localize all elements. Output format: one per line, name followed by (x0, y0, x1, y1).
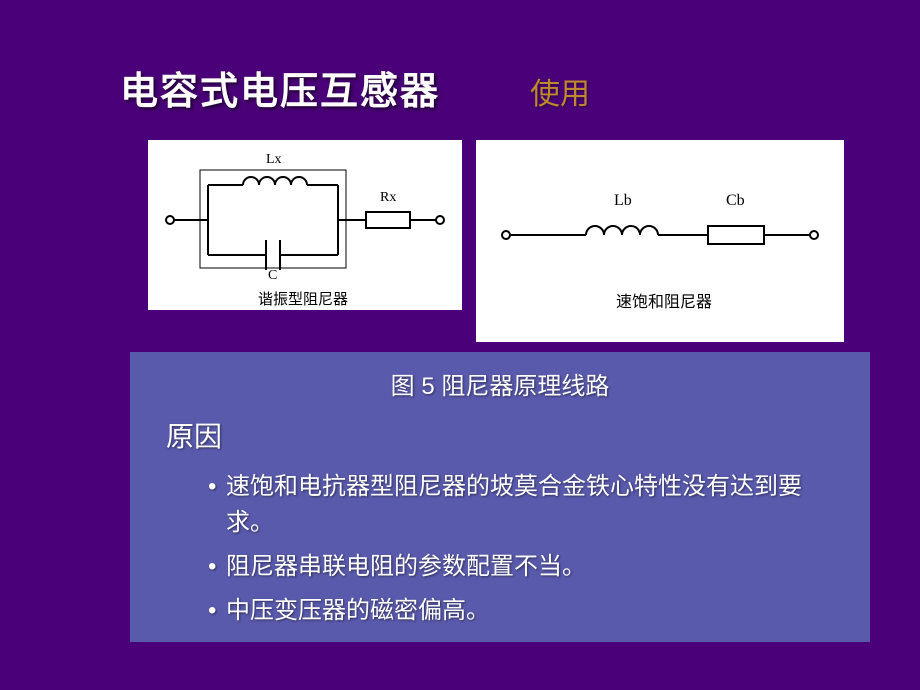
list-item: 阻尼器串联电阻的参数配置不当。 (208, 549, 842, 585)
title-row: 电容式电压互感器 使用 (120, 60, 590, 115)
diagram-saturable-damper: Lb Cb 速饱和阻尼器 (476, 140, 844, 342)
label-lx: Lx (266, 152, 282, 168)
label-c: C (268, 268, 277, 284)
resonant-damper-svg (148, 140, 462, 310)
caption-diag2: 速饱和阻尼器 (616, 288, 712, 312)
label-cb: Cb (726, 192, 745, 210)
text-panel: 图 5 阻尼器原理线路 原因 速饱和电抗器型阻尼器的坡莫合金铁心特性没有达到要求… (130, 352, 870, 642)
main-title: 电容式电压互感器 (120, 60, 440, 115)
figure-caption: 图 5 阻尼器原理线路 (158, 366, 842, 401)
label-lb: Lb (614, 192, 632, 210)
label-rx: Rx (380, 190, 396, 206)
caption-diag1: 谐振型阻尼器 (258, 288, 348, 309)
sub-title: 使用 (530, 69, 590, 113)
reason-list: 速饱和电抗器型阻尼器的坡莫合金铁心特性没有达到要求。 阻尼器串联电阻的参数配置不… (208, 469, 842, 629)
list-item: 中压变压器的磁密偏高。 (208, 593, 842, 629)
list-item: 速饱和电抗器型阻尼器的坡莫合金铁心特性没有达到要求。 (208, 469, 842, 541)
diagram-area: Lx Rx C 谐振型阻尼器 Lb Cb 速饱和阻尼器 (148, 140, 844, 342)
reason-heading: 原因 (166, 415, 842, 455)
diagram-resonant-damper: Lx Rx C 谐振型阻尼器 (148, 140, 462, 310)
